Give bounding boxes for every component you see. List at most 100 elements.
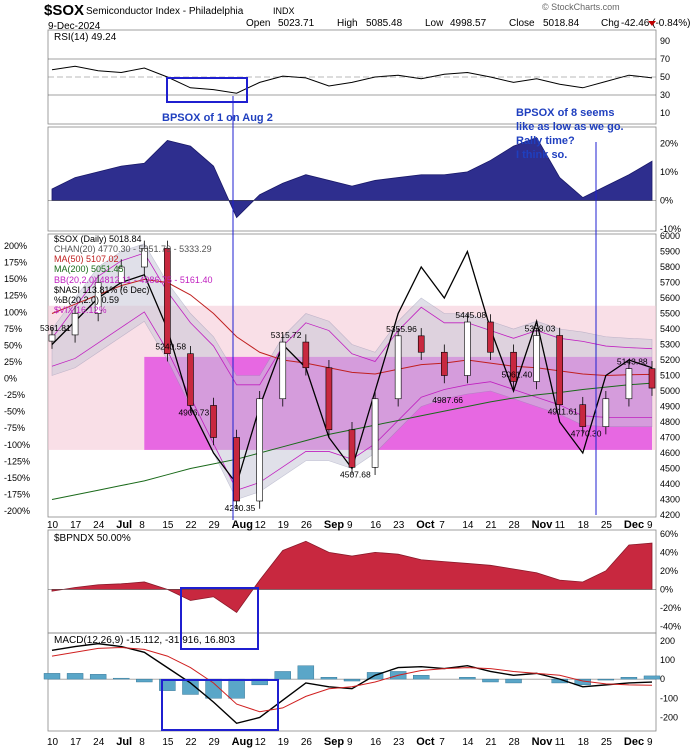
x-tick-label: Aug [232,736,253,748]
annotation-nov-line2: like as low as we go. [516,121,624,133]
macd-histogram-bar [413,675,430,680]
macd-histogram-bar [620,677,638,680]
price-tick-label: 5000 [660,386,680,396]
watermark: © StockCharts.com [542,2,620,12]
price-tick-label: 5500 [660,309,680,319]
price-tick-label: 5800 [660,262,680,272]
bpndx-legend: $BPNDX 50.00% [54,533,131,544]
candle-body [625,368,633,400]
bpndx-tick-label: -20% [660,603,681,613]
naa200r-tick-label: 20% [660,138,678,148]
legend-nasi: $NASI 113.81% (6 Dec) [54,285,149,295]
macd-histogram-bar [505,678,522,684]
pct-tick-label: 125% [4,291,27,301]
candle-body [141,248,148,268]
x-tick-label: 12 [255,520,267,531]
x-tick-label: 26 [301,737,313,748]
x-tick-label: 25 [601,520,613,531]
x-tick-label: 22 [185,520,197,531]
macd-line [51,642,653,725]
x-tick-label: Dec [624,736,644,748]
candle-body [487,321,494,353]
macd-signal-line [51,646,653,713]
legend-sox: $SOX (Daily) 5018.84 [54,234,142,244]
price-tick-label: 5100 [660,371,680,381]
x-tick-label: 7 [439,520,445,531]
candle-body [210,405,217,438]
macd-panel: 200 100 0 -100 -200 [43,636,678,725]
macd-tick-label: 100 [660,655,675,665]
candle-body [394,335,402,400]
x-tick-label: 24 [93,520,105,531]
x-tick-label: 19 [278,520,290,531]
bpndx-tick-label: 40% [660,547,678,557]
close-value: 5018.84 [543,18,580,29]
x-tick-label: Nov [532,736,554,748]
pct-tick-label: 25% [4,357,22,367]
x-tick-label: 9 [647,737,653,748]
legend-ma50: MA(50) 5107.02 [54,254,119,264]
x-tick-label: 10 [47,737,59,748]
x-tick-label: 21 [485,520,497,531]
x-tick-label: 17 [70,520,82,531]
x-tick-label: 21 [485,737,497,748]
x-tick-label: 9 [647,520,653,531]
price-label: 4507.68 [340,469,371,479]
macd-tick-label: 200 [660,636,675,646]
rsi-tick-label: 10 [660,108,670,118]
candle-body [510,351,517,382]
macd-histogram-bar [320,677,338,680]
sox-legend: $SOX (Daily) 5018.84 CHAN(20) 4770.30 - … [54,234,212,315]
candle-body [233,437,240,502]
candle-body [464,321,471,376]
x-tick-label: 7 [439,737,445,748]
x-tick-label: 24 [93,737,105,748]
macd-histogram-bar [274,671,291,680]
macd-histogram-bar [597,678,615,681]
macd-tick-label: 0 [660,674,665,684]
pct-tick-label: 175% [4,258,27,268]
macd-histogram-bar [43,673,61,680]
low-value: 4998.57 [450,18,487,29]
x-tick-label: Oct [416,519,435,531]
rsi-panel: 90 70 50 30 10 [48,36,670,118]
chg-label: Chg [601,18,619,29]
rsi-tick-label: 90 [660,36,670,46]
price-tick-label: 5400 [660,324,680,334]
candle-body [371,398,379,468]
x-tick-label: 11 [555,737,566,748]
macd-highlight-box [161,679,279,731]
price-label: 5358.03 [525,324,556,334]
pct-tick-label: 50% [4,340,22,350]
x-tick-label: Jul [116,519,132,531]
macd-panel-frame [47,632,657,732]
price-label: 5315.72 [271,330,302,340]
macd-histogram-bar [297,665,315,680]
pct-tick-label: 75% [4,324,22,334]
open-label: Open [246,18,270,29]
naa200r-panel-frame [47,126,657,232]
x-tick-label: 23 [393,520,405,531]
pct-tick-label: 0% [4,374,17,384]
rsi-line [51,65,653,94]
pct-tick-label: 200% [4,241,27,251]
macd-histogram-bar [459,677,476,680]
pct-tick-label: 150% [4,274,27,284]
open-value: 5023.71 [278,18,315,29]
x-tick-label: Nov [532,519,554,531]
x-tick-label: 18 [578,737,590,748]
x-tick-label: Oct [416,736,435,748]
x-tick-label: 8 [139,520,145,531]
pct-tick-label: -200% [4,506,30,516]
sox-price-panel: 5361.81 5240.58 4906.73 4290.35 5315.72 4507.… [4,231,680,520]
price-tick-label: 5200 [660,355,680,365]
price-label: 5361.81 [40,323,71,333]
x-tick-label: 14 [462,737,474,748]
chg-value: -42.46 (-0.84%) [621,18,690,29]
candle-body [441,351,448,376]
ma50-line [51,278,653,377]
price-tick-label: 6000 [660,231,680,241]
price-tick-label: 4700 [660,433,680,443]
rsi-tick-label: 70 [660,54,670,64]
annotation-nov-line1: BPSOX of 8 seems [516,107,614,119]
